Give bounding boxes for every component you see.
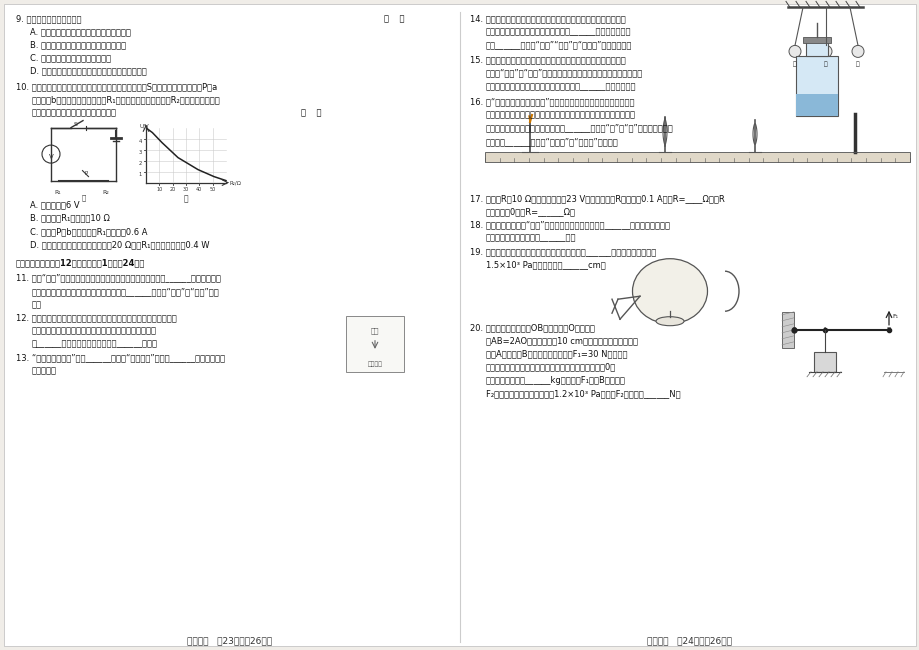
Text: 乙: 乙 — [184, 194, 188, 203]
Text: U/V: U/V — [139, 124, 149, 129]
Bar — [346, 316, 403, 372]
Text: 过的玻璃棒相排斥，则乙球带电情况是______。摩擦起电的本: 过的玻璃棒相排斥，则乙球带电情况是______。摩擦起电的本 — [485, 27, 630, 36]
Bar — [813, 352, 835, 372]
Text: R₂: R₂ — [102, 190, 108, 194]
Text: 10. 如图甲所示的电路中，电源电压保持不变。闭合开关S，当滑动变阔器的滑片P仍a: 10. 如图甲所示的电路中，电源电压保持不变。闭合开关S，当滑动变阔器的滑片P仍… — [16, 82, 217, 91]
Circle shape — [819, 46, 831, 57]
Text: 19. 如图所示，水壶的壶嘴和壶身构成一个简单的______。若水对壶底压强是: 19. 如图所示，水壶的壶嘴和壶身构成一个简单的______。若水对壶底压强是 — [470, 247, 655, 256]
Text: 20: 20 — [169, 187, 176, 192]
Text: （AB=2AO）。将棱长为10 cm的正方体合金块，用轻绳: （AB=2AO）。将棱长为10 cm的正方体合金块，用轻绳 — [485, 337, 637, 345]
Text: 则合金块的质量是______kg。若撤去F₁，在B点施加力: 则合金块的质量是______kg。若撤去F₁，在B点施加力 — [485, 376, 625, 385]
Text: 3: 3 — [139, 150, 142, 155]
Text: 1: 1 — [139, 172, 142, 177]
Text: （    ）: （ ） — [301, 109, 321, 118]
Text: C. 同一足球运动时比静止时惯性大: C. 同一足球运动时比静止时惯性大 — [30, 53, 111, 62]
Text: 在光屏上得到清晰的像，可将光屏向______（选填“左”或“右”）移动。远视眼: 在光屏上得到清晰的像，可将光屏向______（选填“左”或“右”）移动。远视眼 — [485, 124, 673, 133]
Text: 端移动到b端的过程中，定値电阔R₁两端的电压随滑动变阔器R₂接入电路的阔値变: 端移动到b端的过程中，定値电阔R₁两端的电压随滑动变阔器R₂接入电路的阔値变 — [32, 95, 221, 104]
Text: 质是______（选填“质子”“电子”或“原子核”）发生转移。: 质是______（选填“质子”“电子”或“原子核”）发生转移。 — [485, 40, 631, 49]
Text: 13. “墙内开花墙外香”属于______现象。“钒木取火”是通过______的方式改变物: 13. “墙内开花墙外香”属于______现象。“钒木取火”是通过______的… — [16, 353, 225, 362]
Text: 用手机发送微信时需要消耗电能，电能属于______（选填“一次”或“二次”）能: 用手机发送微信时需要消耗电能，电能属于______（选填“一次”或“二次”）能 — [32, 287, 220, 296]
Text: O: O — [790, 327, 796, 332]
Text: 在水平位置平衡。此时合金块对水平地面的压强恰好为0，: 在水平位置平衡。此时合金块对水平地面的压强恰好为0， — [485, 363, 616, 372]
Text: 50: 50 — [210, 187, 216, 192]
Text: 插入取电: 插入取电 — [367, 362, 382, 367]
Bar — [795, 94, 837, 116]
Text: R₁: R₁ — [54, 190, 61, 194]
Text: 乙: 乙 — [823, 61, 827, 67]
Text: 17. 将电阔R与10 Ω电阔串联后接到23 V电源上，通过R的电流为0.1 A，则R=____Ω。若R: 17. 将电阔R与10 Ω电阔串联后接到23 V电源上，通过R的电流为0.1 A… — [470, 194, 724, 203]
Bar — [805, 42, 827, 56]
Text: 晰的像，将蜡烛向靠近凸透镜方向移动，光屏上的像变模糊，要再次: 晰的像，将蜡烛向靠近凸透镜方向移动，光屏上的像变模糊，要再次 — [485, 111, 635, 120]
Circle shape — [789, 46, 800, 57]
Text: 体内能的。: 体内能的。 — [32, 366, 57, 375]
Text: 作燃料，是因为液态氢的______大。: 作燃料，是因为液态氢的______大。 — [485, 233, 576, 242]
Text: R₂/Ω: R₂/Ω — [230, 181, 242, 186]
Bar — [781, 312, 793, 348]
Text: 4: 4 — [139, 138, 142, 144]
Text: 因为并排行驶时两船中间水流速度大，压强______，容易相撞。: 因为并排行驶时两船中间水流速度大，压强______，容易相撞。 — [485, 82, 636, 91]
Text: F₁: F₁ — [891, 314, 897, 318]
Text: 房卡: 房卡 — [370, 328, 379, 334]
Text: 40: 40 — [196, 187, 202, 192]
Circle shape — [851, 46, 863, 57]
Text: S: S — [74, 122, 78, 127]
Text: （选填“上升”或“下降”）。两艘急速行驶的船不能近距离并排前行，: （选填“上升”或“下降”）。两艘急速行驶的船不能近距离并排前行， — [485, 69, 642, 78]
Text: 10: 10 — [156, 187, 163, 192]
Text: 12. 现在许多宾馆都利用房卡取电，如图所示。只有把房卡插入槽中，: 12. 现在许多宾馆都利用房卡取电，如图所示。只有把房卡插入槽中， — [16, 313, 176, 322]
Text: 2: 2 — [139, 161, 142, 166]
Text: 1.5×10³ Pa，则壶中水深______cm。: 1.5×10³ Pa，则壶中水深______cm。 — [485, 260, 605, 269]
Text: V: V — [49, 154, 53, 160]
Text: 14. 如图所示，用丝线悬挂两个轻质绝缘小球。已知甲球与丝绸摩擦: 14. 如图所示，用丝线悬挂两个轻质绝缘小球。已知甲球与丝绸摩擦 — [470, 14, 625, 23]
Text: A: A — [822, 327, 826, 332]
Text: D. 竖直向上抛出的小球到达最高点时受平衡力作用: D. 竖直向上抛出的小球到达最高点时受平衡力作用 — [30, 67, 147, 76]
Text: 化图象如图乙所示，下列说法正确的是: 化图象如图乙所示，下列说法正确的是 — [32, 109, 117, 118]
Text: 二、填空题（本题全12个小题，每癴1分，全24分）: 二、填空题（本题全12个小题，每癴1分，全24分） — [16, 259, 145, 267]
Text: 30: 30 — [183, 187, 189, 192]
Text: A. 写字时粉笔与黑板间的摩擦属于有害摩擦: A. 写字时粉笔与黑板间的摩擦属于有害摩擦 — [30, 27, 130, 36]
Text: B: B — [886, 327, 891, 332]
Text: B. 定値电阔R₁的阔値为10 Ω: B. 定値电阔R₁的阔値为10 Ω — [30, 214, 109, 223]
Text: 两端电压为0，则R=______Ω。: 两端电压为0，则R=______Ω。 — [485, 207, 575, 216]
Text: 15. 如图所示，自制气压计从八楼移动到一楼过程中，细管内水柱将: 15. 如图所示，自制气压计从八楼移动到一楼过程中，细管内水柱将 — [470, 56, 625, 64]
Bar — [802, 37, 830, 43]
Text: 源。: 源。 — [32, 300, 42, 309]
Text: D. 当滑动变阔器接入电路的阔値为20 Ω时，R₁消耗的电功率为0.4 W: D. 当滑动变阔器接入电路的阔値为20 Ω时，R₁消耗的电功率为0.4 W — [30, 240, 210, 249]
Ellipse shape — [632, 259, 707, 324]
Text: 房间内的用电器才能使用。房卡的作用相当于家庭电路中: 房间内的用电器才能使用。房卡的作用相当于家庭电路中 — [32, 326, 157, 335]
Text: 18. 我国北方房屋中的“暖气”用水作为介质，是因为水的______大；火箭用液态氢: 18. 我国北方房屋中的“暖气”用水作为介质，是因为水的______大；火箭用液… — [470, 220, 669, 229]
Text: 甲: 甲 — [81, 194, 85, 202]
Text: 需要佩戴______（选填“凸透镜”或“凹透镜”）矫正。: 需要佩戴______（选填“凸透镜”或“凹透镜”）矫正。 — [485, 136, 618, 146]
Ellipse shape — [655, 317, 683, 326]
Text: 甲: 甲 — [792, 61, 796, 67]
Text: F₂时，合金块对地面的压强为1.2×10³ Pa，则力F₂的大小是______N。: F₂时，合金块对地面的压强为1.2×10³ Pa，则力F₂的大小是______N… — [485, 389, 680, 398]
Bar — [484, 152, 909, 162]
Text: P: P — [85, 170, 87, 176]
Text: A. 电源电压为6 V: A. 电源电压为6 V — [30, 201, 80, 209]
Text: 的______，房间里各用电器之间是______联的。: 的______，房间里各用电器之间是______联的。 — [32, 339, 158, 348]
Text: 物理试卷   第23页（全26页）: 物理试卷 第23页（全26页） — [187, 636, 272, 645]
Text: C. 当滑片P在b端时，通过R₁的电流为0.6 A: C. 当滑片P在b端时，通过R₁的电流为0.6 A — [30, 227, 147, 236]
Text: 挂在A点处，在B点施加竖直向上的力F₁=30 N时，杠杆: 挂在A点处，在B点施加竖直向上的力F₁=30 N时，杠杆 — [485, 350, 627, 359]
Text: （    ）: （ ） — [383, 14, 404, 23]
Text: 物理试卷   第24页（全26页）: 物理试卷 第24页（全26页） — [647, 636, 732, 645]
Text: 20. 如图所示，轻质杠杆OB可绕固定轴O自由转动: 20. 如图所示，轻质杠杆OB可绕固定轴O自由转动 — [470, 323, 595, 332]
Text: 丙: 丙 — [856, 61, 859, 67]
Bar — [795, 56, 837, 116]
Text: 16. 在“探究凸透镜成像的规律”实验中，如图所示。光屏上呈现一个清: 16. 在“探究凸透镜成像的规律”实验中，如图所示。光屏上呈现一个清 — [470, 98, 634, 106]
Text: B. 两个不接触的物体间也能产生力的作用: B. 两个不接触的物体间也能产生力的作用 — [30, 40, 126, 49]
Text: 9. 下列说法中，不正确的是: 9. 下列说法中，不正确的是 — [16, 14, 82, 23]
Text: 11. 手机“微信”成为人们交流的一种方式。手机是靠发射和接收______传递信息的。: 11. 手机“微信”成为人们交流的一种方式。手机是靠发射和接收______传递信… — [16, 274, 221, 283]
